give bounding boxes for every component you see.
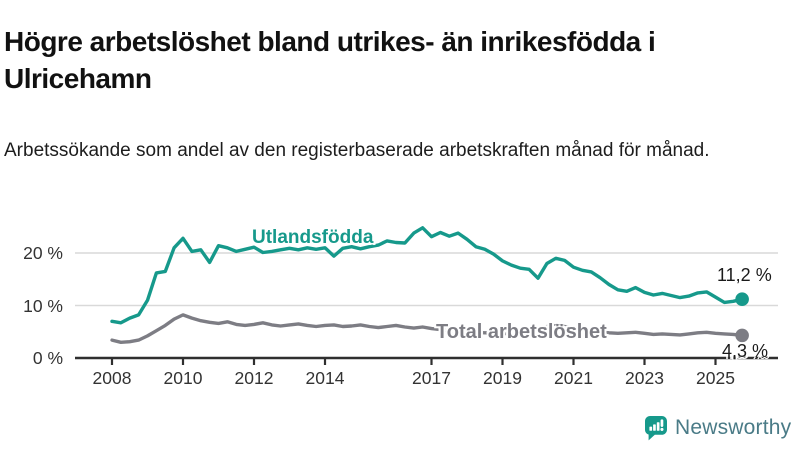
x-tick-label-2012: 2012 bbox=[234, 368, 274, 388]
series-end-dot-total bbox=[735, 328, 749, 343]
x-tick-label-2021: 2021 bbox=[554, 368, 593, 388]
newsworthy-bubble-chart-icon bbox=[645, 416, 667, 441]
end-value-label-utlandsfodda: 11,2 % bbox=[717, 265, 772, 285]
series-line-total bbox=[110, 313, 744, 344]
x-tick-label-2014: 2014 bbox=[305, 368, 345, 388]
series-line-utlandsfodda bbox=[110, 226, 744, 325]
y-tick-label-20: 20 % bbox=[23, 243, 63, 263]
series-label-utlandsfodda: Utlandsfödda bbox=[252, 227, 374, 248]
series-end-dot-utlandsfodda bbox=[735, 292, 749, 307]
chart-title: Högre arbetslöshet bland utrikes- än inr… bbox=[4, 25, 656, 94]
newsworthy-logo: Newsworthy bbox=[644, 415, 791, 441]
chart-subtitle: Arbetssökande som andel av den registerb… bbox=[4, 140, 710, 161]
series-label-total-arbetsloshet: Total arbetslöshet bbox=[436, 321, 607, 343]
x-tick-label-2008: 2008 bbox=[92, 368, 132, 388]
x-tick-label-2017: 2017 bbox=[412, 368, 451, 388]
x-tick-label-2010: 2010 bbox=[163, 368, 203, 388]
newsworthy-wordmark: Newsworthy bbox=[675, 416, 792, 439]
x-tick-label-2019: 2019 bbox=[483, 368, 522, 388]
x-tick-label-2025: 2025 bbox=[696, 368, 735, 388]
end-value-label-total: 4,3 % bbox=[722, 341, 769, 361]
x-tick-label-2023: 2023 bbox=[625, 368, 664, 388]
y-tick-label-10: 10 % bbox=[23, 295, 63, 316]
y-tick-label-0: 0 % bbox=[32, 348, 63, 368]
